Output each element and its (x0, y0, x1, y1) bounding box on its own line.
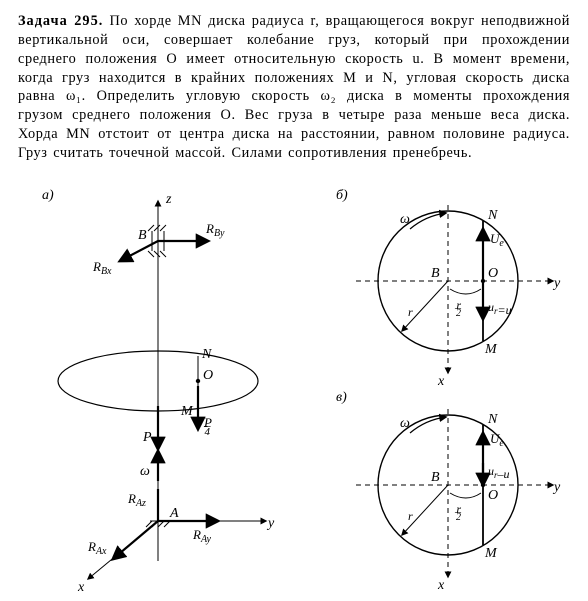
axis-y-b: y (552, 276, 561, 291)
pt-M-b: M (484, 342, 498, 357)
label-a: а) (42, 188, 54, 203)
pt-O-b: O (488, 266, 498, 281)
sym-Ue: Ue (490, 231, 504, 249)
sym-ur-b: ur=u (488, 300, 512, 317)
figures-container: а) z B RBx RBy N M O P P_4 ω (18, 171, 570, 591)
pt-O-a: O (203, 368, 213, 383)
label-v: в) (336, 390, 347, 405)
sym-omega-b: ω (400, 212, 410, 227)
pt-B-v: B (431, 470, 440, 485)
problem-text: Задача 295. По хорде MN диска радиуса r,… (18, 12, 570, 163)
pt-M-v: M (484, 546, 498, 561)
r-v: r (408, 509, 413, 523)
label-b: б) (336, 188, 348, 203)
sym-RAx: RAx (87, 539, 107, 557)
figure-b: б) y x B N M O r_2 Ue ur=u ω r (336, 188, 561, 389)
pt-N-a: N (201, 347, 212, 362)
heading-label: Задача (18, 13, 68, 29)
pt-A: A (169, 506, 179, 521)
r2-v: r_2 (454, 500, 462, 523)
sym-P: P (142, 430, 152, 445)
axis-x-v: x (437, 578, 445, 591)
figure-a: а) z B RBx RBy N M O P P_4 ω (42, 188, 275, 591)
axis-y-a: y (266, 516, 275, 531)
figures-svg: а) z B RBx RBy N M O P P_4 ω (18, 171, 570, 591)
pt-O-v: O (488, 488, 498, 503)
pt-M-a: M (180, 404, 194, 419)
sym-Ue-v: Ue (490, 431, 504, 449)
pt-B: B (138, 228, 147, 243)
pt-N-v: N (487, 412, 498, 427)
axis-z-a: z (165, 192, 172, 207)
sym-RBx: RBx (92, 259, 112, 277)
axis-x-a: x (77, 580, 85, 591)
sym-omega-v: ω (400, 416, 410, 431)
sym-RAy: RAy (192, 527, 212, 545)
problem-body: По хорде MN диска радиуса r, вращающегос… (18, 13, 570, 161)
sym-omega-a: ω (140, 464, 150, 479)
sym-RAz: RAz (127, 491, 146, 509)
pt-B-b: B (431, 266, 440, 281)
axis-y-v: y (552, 480, 561, 495)
sym-P4: P_4 (203, 413, 212, 438)
r-b: r (408, 305, 413, 319)
sym-RBy: RBy (205, 221, 225, 239)
r2-b: r_2 (454, 296, 462, 319)
pt-N-b: N (487, 208, 498, 223)
sym-ur-v: ur–u (488, 464, 510, 481)
axis-x-b: x (437, 374, 445, 389)
figure-v: в) y x B N M O r_2 Ue ur–u ω r (336, 390, 561, 591)
heading-number: 295. (74, 13, 103, 29)
